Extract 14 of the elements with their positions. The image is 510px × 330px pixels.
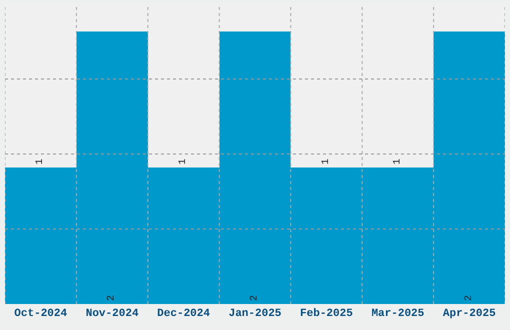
x-tick-label: Feb-2025 (300, 308, 354, 320)
data-label: 1 (35, 158, 46, 165)
x-tick-label: Oct-2024 (14, 308, 68, 320)
x-tick-label: Dec-2024 (157, 308, 210, 320)
data-label: 1 (392, 158, 404, 165)
data-label: 2 (250, 294, 260, 301)
x-tick-label: Apr-2025 (442, 308, 496, 320)
data-label: 1 (178, 158, 190, 165)
data-label: 1 (320, 158, 332, 165)
data-label: 2 (106, 294, 118, 301)
x-tick-label: Jan-2025 (228, 308, 282, 320)
x-tick-label: Nov-2024 (86, 308, 139, 320)
data-label: 2 (464, 294, 475, 301)
x-tick-label: Mar-2025 (371, 308, 425, 320)
